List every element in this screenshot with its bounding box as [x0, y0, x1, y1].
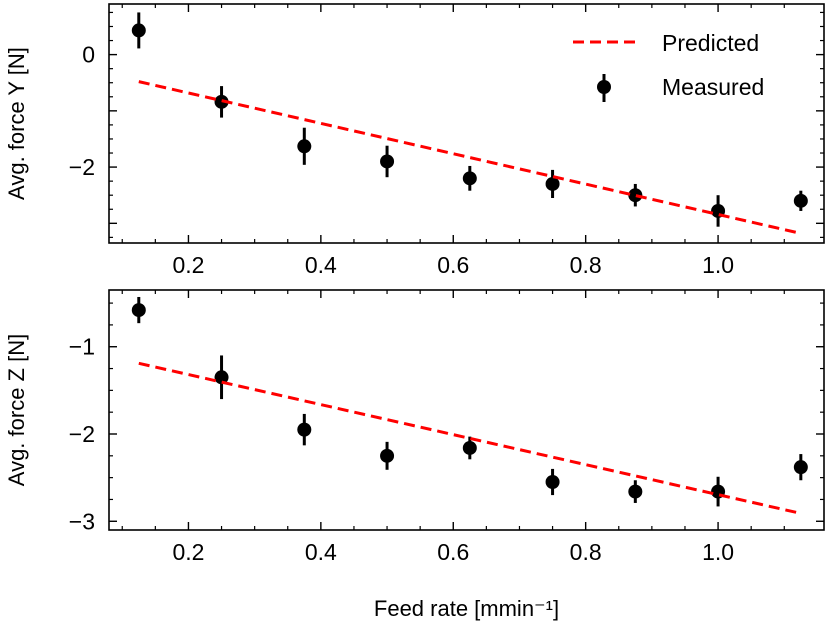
- measured-point: [628, 188, 643, 203]
- measured-point: [545, 176, 560, 191]
- y-tick-label: 0: [82, 42, 95, 68]
- x-tick-label: 0.6: [437, 252, 469, 278]
- measured-point: [131, 303, 146, 318]
- legend-measured-label: Measured: [662, 74, 764, 100]
- measured-point: [793, 193, 808, 208]
- x-tick-label: 1.0: [702, 252, 734, 278]
- measured-point: [628, 484, 643, 499]
- measured-point: [380, 448, 395, 463]
- plot-frame: [108, 3, 825, 244]
- predicted-line: [138, 361, 802, 515]
- x-tick-label: 1.0: [702, 539, 734, 565]
- y-tick-label: −1: [69, 334, 95, 360]
- y-tick-label: −2: [69, 154, 95, 180]
- x-tick-label: 0.4: [305, 252, 337, 278]
- measured-point: [380, 154, 395, 169]
- legend-measured-marker: [597, 80, 611, 94]
- measured-point: [297, 139, 312, 154]
- x-tick-label: 0.8: [570, 252, 602, 278]
- x-tick-label: 0.2: [172, 252, 204, 278]
- predicted-line: [138, 80, 802, 235]
- legend: Predicted Measured: [573, 30, 764, 102]
- measured-point: [793, 460, 808, 475]
- x-tick-label: 0.8: [570, 539, 602, 565]
- y-tick-label: −2: [69, 421, 95, 447]
- y-axis-label: Avg. force Y [N]: [4, 47, 29, 200]
- x-axis-label: Feed rate [mmin⁻¹]: [374, 596, 559, 621]
- measured-point: [462, 171, 477, 186]
- x-tick-label: 0.6: [437, 539, 469, 565]
- panel-force-y: 0.2 0.4 0.6 0.8 1.0 0 −2 Avg. force Y [N] Predic…: [4, 3, 825, 278]
- plot-frame: [108, 289, 825, 531]
- measured-point: [131, 23, 146, 38]
- measured-point: [462, 440, 477, 455]
- legend-predicted-label: Predicted: [662, 30, 759, 56]
- measured-point: [214, 370, 229, 385]
- measured-point: [545, 475, 560, 489]
- x-tick-label: 0.2: [172, 539, 204, 565]
- x-tick-label: 0.4: [305, 539, 337, 565]
- y-axis-label: Avg. force Z [N]: [4, 334, 29, 486]
- panel-force-z: 0.2 0.4 0.6 0.8 1.0 −1 −2 −3 Avg. force Z [N] Fee…: [4, 289, 825, 621]
- measured-point: [297, 422, 312, 437]
- y-tick-label: −3: [69, 508, 95, 534]
